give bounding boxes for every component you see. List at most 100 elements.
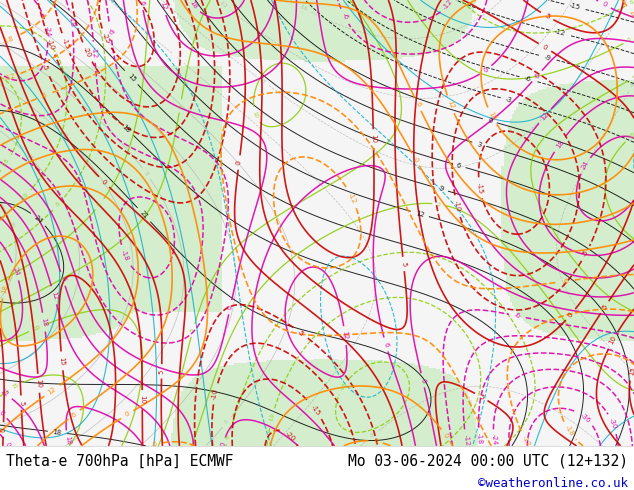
Text: 20: 20 [8,221,15,229]
Text: 10: 10 [628,132,634,140]
Text: -10: -10 [46,38,56,51]
Text: -15: -15 [61,37,70,49]
Text: -8: -8 [259,77,267,85]
Text: -12: -12 [219,0,229,9]
Text: 0: 0 [4,441,11,448]
Text: -12: -12 [443,0,455,11]
Text: 18: 18 [53,429,62,436]
Text: -10: -10 [453,199,462,212]
Text: -15: -15 [2,158,11,168]
Text: 0: 0 [412,156,420,163]
Text: -36: -36 [579,412,592,424]
Text: 5: 5 [190,328,196,333]
Text: 15: 15 [11,382,20,390]
Text: 0: 0 [100,178,108,186]
Text: 15: 15 [58,356,65,366]
Text: -20: -20 [284,430,297,442]
Text: -12: -12 [553,28,566,37]
Text: -5: -5 [55,200,62,208]
Text: 0: 0 [219,441,226,447]
Text: 3: 3 [476,141,482,147]
Text: 24: 24 [580,160,590,171]
Text: -5: -5 [297,328,306,338]
Text: -10: -10 [269,413,276,422]
Text: -6: -6 [107,27,113,35]
Text: 5: 5 [601,304,609,311]
Text: -24: -24 [43,25,51,37]
Text: -24: -24 [490,434,497,446]
Text: 0: 0 [224,419,230,425]
Text: 8: 8 [143,171,150,176]
Text: 0: 0 [437,201,441,207]
Text: -12: -12 [91,46,98,58]
Text: 6: 6 [138,0,145,6]
Text: -30: -30 [608,417,618,430]
Text: -18: -18 [67,15,75,27]
Text: 12: 12 [0,388,10,398]
Text: -6: -6 [340,12,349,21]
Text: -18: -18 [564,424,575,438]
Text: 12: 12 [627,9,634,20]
Text: 0: 0 [124,411,131,418]
Text: -15: -15 [568,2,581,11]
Text: 21: 21 [139,209,149,220]
Text: 6: 6 [414,101,422,108]
Text: Mo 03-06-2024 00:00 UTC (12+132): Mo 03-06-2024 00:00 UTC (12+132) [347,454,628,469]
Text: -15: -15 [339,381,348,392]
Text: 5: 5 [178,104,183,108]
Text: -12: -12 [347,192,358,205]
Text: 0: 0 [227,304,234,310]
Text: 10: 10 [608,335,618,346]
Text: -18: -18 [2,35,15,45]
Text: 0: 0 [236,160,242,165]
Text: 6: 6 [533,73,541,80]
Text: 18: 18 [1,284,10,294]
Text: -12: -12 [462,434,470,446]
Text: -6: -6 [151,441,159,448]
Text: -25: -25 [101,32,111,45]
Text: 18: 18 [487,111,496,122]
Text: 0: 0 [601,1,608,8]
Text: ©weatheronline.co.uk: ©weatheronline.co.uk [477,477,628,490]
Text: -5: -5 [41,63,49,72]
Text: 10: 10 [33,324,41,332]
Text: -12: -12 [4,73,17,82]
Text: 18: 18 [41,317,48,327]
Text: 18: 18 [189,0,199,10]
Text: 0: 0 [0,427,6,432]
Text: -10: -10 [211,388,219,400]
Text: -15: -15 [476,182,484,194]
Text: 5: 5 [400,262,407,267]
Text: 15: 15 [628,366,634,376]
Text: 12: 12 [446,99,455,110]
Text: -4: -4 [174,54,181,62]
Text: 5: 5 [18,400,24,405]
Text: 12: 12 [540,111,550,122]
Text: 12: 12 [415,210,425,218]
Text: 0: 0 [419,377,426,383]
Text: 24: 24 [11,266,20,276]
Text: -6: -6 [40,92,49,100]
Text: 6: 6 [373,438,378,445]
Text: 4: 4 [222,332,228,337]
Text: -6: -6 [524,75,532,83]
Text: -6: -6 [562,278,570,285]
Text: 12: 12 [47,386,57,396]
Text: 0: 0 [442,432,450,439]
Text: 12: 12 [159,1,167,11]
Text: 6: 6 [0,409,5,417]
Text: 0: 0 [567,311,574,318]
Text: 5: 5 [631,74,634,80]
Text: 0: 0 [482,66,489,74]
Text: -3: -3 [505,96,513,104]
Text: 6: 6 [70,411,78,418]
Text: 5: 5 [158,369,165,373]
Text: 0: 0 [96,201,103,207]
Text: 0: 0 [541,44,548,51]
Text: -5: -5 [225,434,231,441]
Text: -12: -12 [521,435,531,447]
Text: 18: 18 [555,139,565,149]
Text: -5: -5 [628,0,634,6]
Text: 18: 18 [64,435,71,445]
Text: -20: -20 [82,46,93,59]
